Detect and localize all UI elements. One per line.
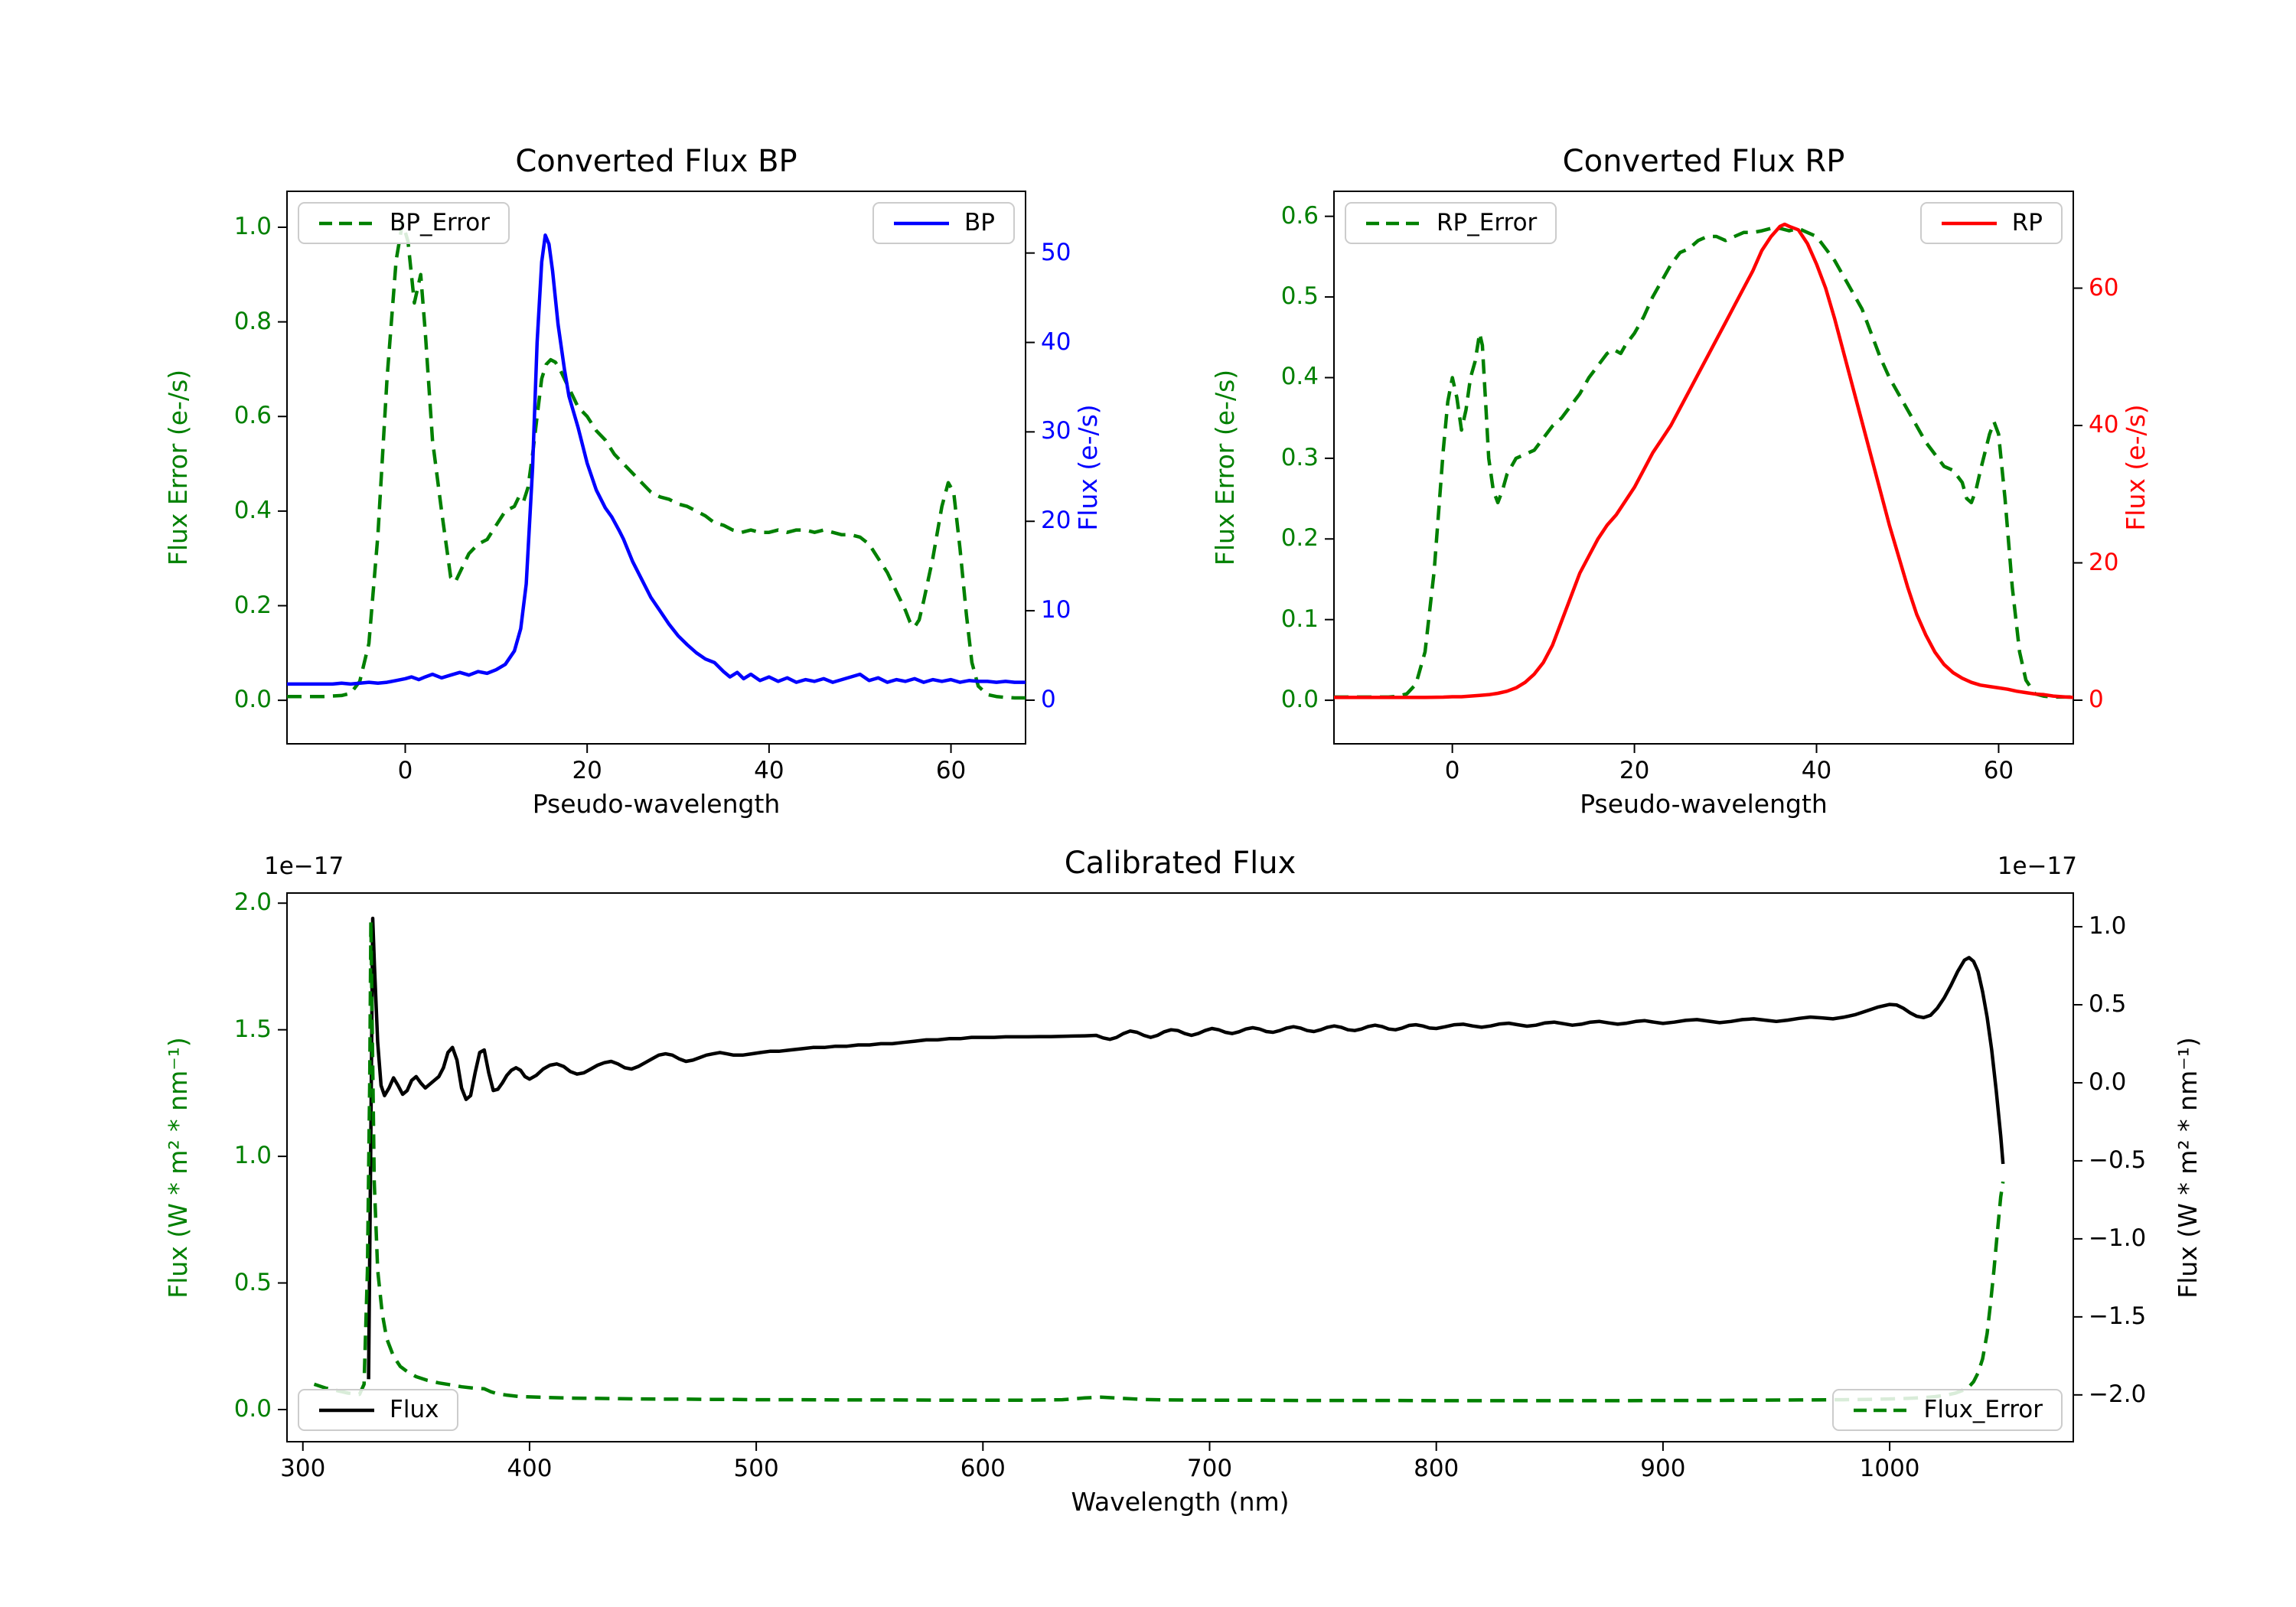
chart-title-bp: Converted Flux BP (515, 144, 797, 179)
y-left-tick-label: 0.0 (233, 686, 272, 714)
series-Flux_Error-line (313, 919, 2005, 1403)
y-left-tick-label: 0.2 (1280, 524, 1319, 553)
offset-text-left-calibrated: 1e−17 (264, 852, 344, 880)
legend-line-sample-RP_Error (1366, 221, 1421, 225)
chart-title-calibrated: Calibrated Flux (1064, 846, 1296, 881)
offset-text-right-calibrated: 1e−17 (1997, 852, 2077, 880)
y-right-axis-label-calibrated: Flux (W * m² * nm⁻¹) (2173, 1036, 2203, 1299)
x-tick-label: 500 (733, 1455, 779, 1482)
y-left-tick-label: 0.0 (233, 1395, 272, 1423)
x-tick-label: 400 (507, 1455, 553, 1482)
legend-label: Flux (390, 1396, 439, 1423)
x-tick-label: 40 (754, 757, 784, 784)
legend-label: BP_Error (390, 209, 491, 236)
legend-BP_Error: BP_Error (298, 202, 510, 244)
x-tick-label: 60 (935, 757, 967, 784)
y-left-tick-label: 1.5 (233, 1015, 272, 1043)
y-right-tick-label: 40 (1041, 328, 1071, 356)
y-left-tick-label: 0.4 (233, 497, 272, 525)
x-tick-label: 600 (960, 1455, 1006, 1482)
y-left-axis-label-calibrated: Flux (W * m² * nm⁻¹) (163, 1036, 194, 1299)
x-tick-label: 300 (280, 1455, 326, 1482)
y-left-tick-label: 0.2 (233, 591, 272, 619)
y-right-tick-label: 50 (1041, 238, 1071, 266)
x-tick-label: 700 (1186, 1455, 1233, 1482)
y-right-tick-label: −1.0 (2089, 1224, 2147, 1253)
y-left-tick-label: 0.5 (1280, 282, 1319, 311)
x-tick-label: 900 (1640, 1455, 1686, 1482)
y-right-tick-label: −2.0 (2089, 1380, 2147, 1408)
y-left-tick-label: 0.6 (1280, 201, 1319, 230)
y-left-tick-label: 0.0 (1280, 686, 1319, 714)
y-left-tick-label: 0.4 (1280, 363, 1319, 391)
y-left-tick-label: 1.0 (233, 213, 272, 241)
legend-label: RP_Error (1437, 209, 1538, 236)
x-axis-label-bp: Pseudo-wavelength (532, 789, 781, 819)
series-BP_Error-line (287, 220, 1026, 700)
x-tick-label: 20 (572, 757, 602, 784)
y-right-tick-label: 0 (2089, 686, 2104, 714)
y-right-tick-label: 20 (2089, 548, 2119, 576)
y-left-tick-label: 0.5 (233, 1268, 272, 1296)
x-tick-label: 20 (1619, 757, 1650, 784)
y-right-tick-label: −0.5 (2089, 1146, 2147, 1175)
legend-line-sample-RP (1941, 221, 1997, 225)
y-right-tick-label: 1.0 (2089, 912, 2127, 940)
x-tick-label: 800 (1414, 1455, 1459, 1482)
x-axis-label-rp: Pseudo-wavelength (1580, 789, 1828, 819)
legend-label: BP (964, 209, 995, 236)
y-right-tick-label: 20 (1041, 507, 1071, 535)
series-Flux-line (367, 916, 2005, 1380)
legend-label: RP (2011, 209, 2043, 236)
x-tick-label: 40 (1801, 757, 1832, 784)
axes-frame-calibrated (286, 892, 2074, 1442)
series-BP-line (287, 233, 1026, 686)
y-right-tick-label: 0 (1041, 686, 1056, 714)
x-tick-label: 1000 (1859, 1455, 1920, 1482)
legend-RP: RP (1919, 202, 2063, 244)
legend-Flux: Flux (298, 1389, 459, 1431)
legend-line-sample-BP_Error (319, 221, 374, 225)
y-right-tick-label: 0.5 (2089, 990, 2127, 1019)
y-right-tick-label: −1.5 (2089, 1302, 2147, 1331)
y-right-tick-label: 10 (1041, 596, 1071, 624)
legend-line-sample-BP (894, 221, 950, 225)
legend-BP: BP (872, 202, 1015, 244)
y-right-tick-label: 30 (1041, 417, 1071, 445)
series-RP_Error-line (1334, 227, 2073, 699)
y-left-tick-label: 1.0 (233, 1142, 272, 1170)
x-tick-label: 0 (1444, 757, 1460, 784)
y-left-tick-label: 0.8 (233, 307, 272, 335)
y-right-tick-label: 60 (2089, 273, 2119, 302)
legend-Flux_Error: Flux_Error (1831, 1389, 2063, 1431)
legend-line-sample-Flux (319, 1408, 374, 1412)
y-left-tick-label: 0.3 (1280, 444, 1319, 472)
y-right-tick-label: 0.0 (2089, 1068, 2127, 1097)
x-tick-label: 0 (397, 757, 413, 784)
x-axis-label-calibrated: Wavelength (nm) (1071, 1487, 1290, 1517)
legend-line-sample-Flux_Error (1853, 1408, 1909, 1412)
axes-frame-bp (286, 191, 1026, 745)
series-RP-line (1334, 222, 2073, 699)
y-right-tick-label: 40 (2089, 411, 2119, 439)
y-left-tick-label: 0.6 (233, 402, 272, 430)
legend-label: Flux_Error (1923, 1396, 2043, 1423)
y-left-tick-label: 0.1 (1280, 605, 1319, 633)
legend-RP_Error: RP_Error (1345, 202, 1557, 244)
chart-title-rp: Converted Flux RP (1562, 144, 1845, 179)
y-left-tick-label: 2.0 (233, 888, 272, 917)
x-tick-label: 60 (1983, 757, 2014, 784)
axes-frame-rp (1333, 191, 2074, 745)
